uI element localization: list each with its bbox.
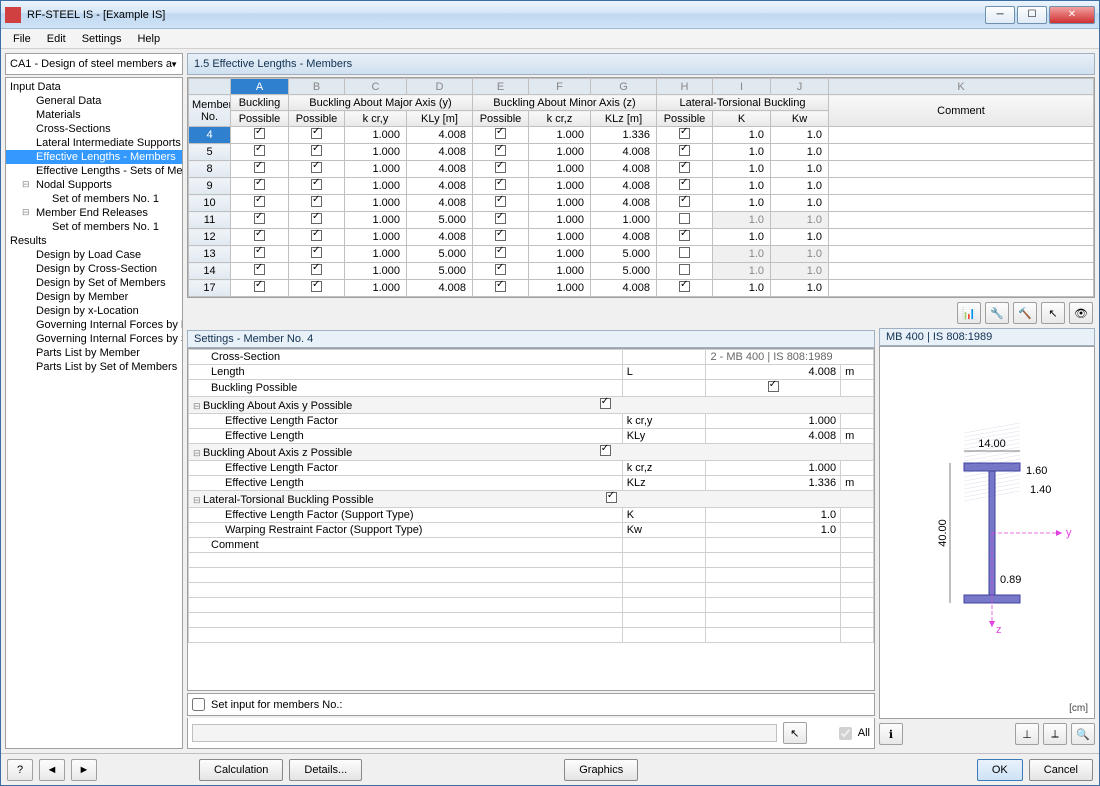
tree-by-set[interactable]: Design by Set of Members	[6, 276, 182, 290]
tree-by-cs[interactable]: Design by Cross-Section	[6, 262, 182, 276]
right-pane: 1.5 Effective Lengths - Members ABCDEFGH…	[187, 53, 1095, 749]
tree-set1b[interactable]: Set of members No. 1	[6, 220, 182, 234]
tree-parts-s[interactable]: Parts List by Set of Members	[6, 360, 182, 374]
tool-pick2-icon[interactable]: 🔨	[1013, 302, 1037, 324]
tree-by-xloc[interactable]: Design by x-Location	[6, 304, 182, 318]
table-row[interactable]: 81.0004.0081.0004.0081.01.0	[189, 161, 1094, 178]
all-checkbox[interactable]	[839, 727, 852, 740]
set-input-row2: ↖ All	[187, 718, 875, 749]
tree-eff-lengths-members[interactable]: Effective Lengths - Members	[6, 150, 182, 164]
tree-gov-m[interactable]: Governing Internal Forces by M	[6, 318, 182, 332]
grid-toolbar: 📊 🔧 🔨 ↖ 👁	[187, 298, 1095, 328]
table-row[interactable]: 171.0004.0081.0004.0081.01.0	[189, 280, 1094, 297]
pane-title: 1.5 Effective Lengths - Members	[187, 53, 1095, 75]
tree-lateral-supports[interactable]: Lateral Intermediate Supports	[6, 136, 182, 150]
menu-help[interactable]: Help	[129, 31, 168, 47]
set-input-row: Set input for members No.:	[187, 693, 875, 716]
help-icon[interactable]: ?	[7, 759, 33, 781]
ok-button[interactable]: OK	[977, 759, 1023, 781]
svg-text:40.00: 40.00	[937, 519, 949, 547]
pick-members-icon[interactable]: ↖	[783, 722, 807, 744]
dim-icon[interactable]: ⟂	[1043, 723, 1067, 745]
tree-eff-lengths-sets[interactable]: Effective Lengths - Sets of Mem	[6, 164, 182, 178]
tool-excel-icon[interactable]: 📊	[957, 302, 981, 324]
info-icon[interactable]: ℹ	[879, 723, 903, 745]
menu-edit[interactable]: Edit	[39, 31, 74, 47]
svg-text:z: z	[996, 624, 1002, 636]
table-row[interactable]: 141.0005.0001.0005.0001.01.0	[189, 263, 1094, 280]
preview-title: MB 400 | IS 808:1989	[879, 328, 1095, 346]
set-input-field[interactable]	[192, 724, 777, 742]
menu-file[interactable]: File	[5, 31, 39, 47]
tree-set1a[interactable]: Set of members No. 1	[6, 192, 182, 206]
app-icon	[5, 7, 21, 23]
minimize-button[interactable]: ─	[985, 6, 1015, 24]
property-grid[interactable]: Cross-Section2 - MB 400 | IS 808:1989Len…	[187, 348, 875, 691]
tree-materials[interactable]: Materials	[6, 108, 182, 122]
table-row[interactable]: 91.0004.0081.0004.0081.01.0	[189, 178, 1094, 195]
cancel-button[interactable]: Cancel	[1029, 759, 1093, 781]
preview-pane: MB 400 | IS 808:1989 14.00 40.00 1.60 1.40 0…	[879, 328, 1095, 749]
app-window: RF-STEEL IS - [Example IS] ─ ☐ ✕ File Ed…	[0, 0, 1100, 786]
tool-pick-icon[interactable]: 🔧	[985, 302, 1009, 324]
maximize-button[interactable]: ☐	[1017, 6, 1047, 24]
graphics-button[interactable]: Graphics	[564, 759, 638, 781]
axes-icon[interactable]: ⊥	[1015, 723, 1039, 745]
prev-icon[interactable]: ◄	[39, 759, 65, 781]
nav-tree[interactable]: Input Data General Data Materials Cross-…	[5, 77, 183, 749]
print-icon[interactable]: 🔍	[1071, 723, 1095, 745]
members-grid[interactable]: ABCDEFGHIJKMemberNo.BucklingBuckling Abo…	[187, 77, 1095, 298]
table-row[interactable]: 41.0004.0081.0001.3361.01.0	[189, 127, 1094, 144]
tool-select-icon[interactable]: ↖	[1041, 302, 1065, 324]
preview-body: 14.00 40.00 1.60 1.40 0.89 y z [cm]	[879, 346, 1095, 719]
table-row[interactable]: 131.0005.0001.0005.0001.01.0	[189, 246, 1094, 263]
svg-text:14.00: 14.00	[978, 438, 1006, 450]
menu-settings[interactable]: Settings	[74, 31, 130, 47]
bottom-bar: ? ◄ ► Calculation Details... Graphics OK…	[1, 753, 1099, 785]
all-label: All	[858, 727, 870, 739]
tree-results[interactable]: Results	[6, 234, 182, 248]
window-title: RF-STEEL IS - [Example IS]	[27, 9, 985, 21]
menubar: File Edit Settings Help	[1, 29, 1099, 49]
tree-input-data[interactable]: Input Data	[6, 80, 182, 94]
svg-text:0.89: 0.89	[1000, 574, 1021, 586]
table-row[interactable]: 121.0004.0081.0004.0081.01.0	[189, 229, 1094, 246]
settings-title: Settings - Member No. 4	[187, 330, 875, 348]
left-pane: CA1 - Design of steel members a Input Da…	[5, 53, 183, 749]
set-input-checkbox[interactable]	[192, 698, 205, 711]
close-button[interactable]: ✕	[1049, 6, 1095, 24]
svg-text:1.40: 1.40	[1030, 484, 1051, 496]
table-row[interactable]: 51.0004.0081.0004.0081.01.0	[189, 144, 1094, 161]
calculation-button[interactable]: Calculation	[199, 759, 283, 781]
tree-gov-s[interactable]: Governing Internal Forces by Se	[6, 332, 182, 346]
tree-cross-sections[interactable]: Cross-Sections	[6, 122, 182, 136]
svg-text:1.60: 1.60	[1026, 465, 1047, 477]
tree-general-data[interactable]: General Data	[6, 94, 182, 108]
set-input-label: Set input for members No.:	[211, 699, 342, 711]
preview-unit: [cm]	[1069, 703, 1088, 714]
details-button[interactable]: Details...	[289, 759, 362, 781]
tool-view-icon[interactable]: 👁	[1069, 302, 1093, 324]
tree-by-load[interactable]: Design by Load Case	[6, 248, 182, 262]
tree-member-end-releases[interactable]: Member End Releases	[6, 206, 182, 220]
settings-pane: Settings - Member No. 4 Cross-Section2 -…	[187, 328, 875, 749]
section-diagram: 14.00 40.00 1.60 1.40 0.89 y z	[897, 413, 1077, 653]
tree-by-member[interactable]: Design by Member	[6, 290, 182, 304]
next-icon[interactable]: ►	[71, 759, 97, 781]
tree-nodal-supports[interactable]: Nodal Supports	[6, 178, 182, 192]
titlebar: RF-STEEL IS - [Example IS] ─ ☐ ✕	[1, 1, 1099, 29]
case-combo[interactable]: CA1 - Design of steel members a	[5, 53, 183, 75]
tree-parts-m[interactable]: Parts List by Member	[6, 346, 182, 360]
table-row[interactable]: 111.0005.0001.0001.0001.01.0	[189, 212, 1094, 229]
table-row[interactable]: 101.0004.0081.0004.0081.01.0	[189, 195, 1094, 212]
svg-text:y: y	[1066, 527, 1072, 539]
